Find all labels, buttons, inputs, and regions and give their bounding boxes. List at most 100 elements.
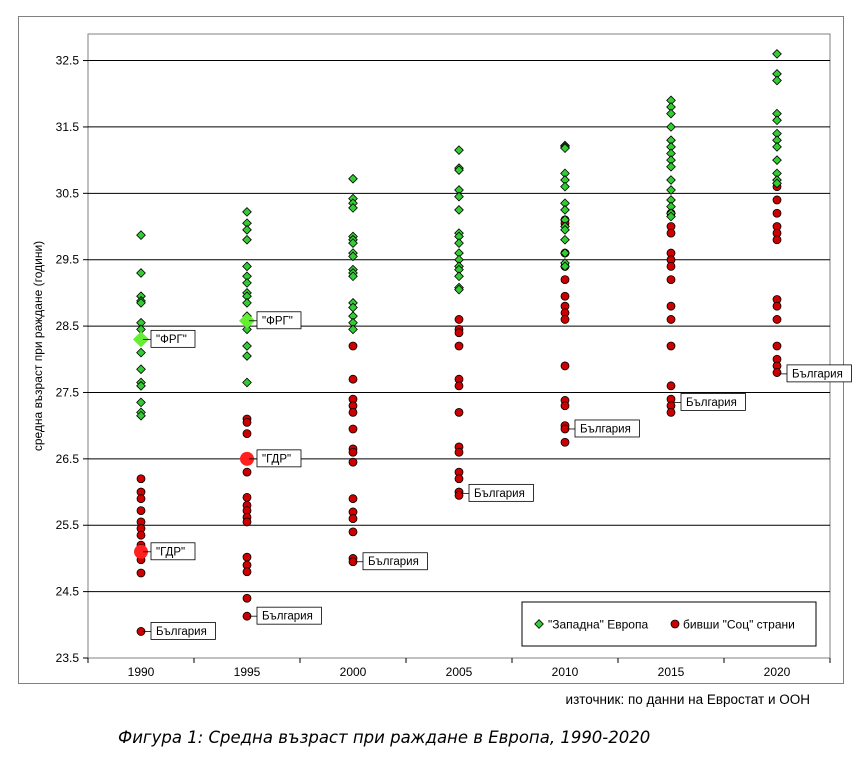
callout-bulgaria-label: България bbox=[368, 556, 419, 568]
data-point-west bbox=[772, 141, 782, 152]
data-point-west bbox=[136, 410, 146, 421]
scatter-chart: 23.5 24.5 25.5 26.5 27.5 28.5 29.5 30.5 31.5 32.5… bbox=[31, 33, 852, 679]
data-point-soc bbox=[772, 195, 782, 205]
data-point-soc bbox=[348, 374, 358, 384]
data-point-soc bbox=[454, 490, 464, 500]
data-point-west bbox=[136, 397, 146, 408]
data-point-soc bbox=[136, 506, 146, 516]
callout-bulgaria-label: България bbox=[156, 626, 207, 638]
data-point-soc bbox=[560, 437, 570, 447]
data-point-soc bbox=[772, 341, 782, 351]
data-point-soc bbox=[348, 447, 358, 457]
y-tick-label: 23.5 bbox=[56, 651, 80, 665]
data-point-west bbox=[242, 324, 252, 335]
y-tick-label: 32.5 bbox=[56, 54, 80, 68]
callout-highlight-box bbox=[256, 449, 302, 468]
legend-label-west: "Западна" Европа bbox=[548, 618, 648, 632]
data-point-soc bbox=[454, 341, 464, 351]
data-point-soc bbox=[454, 407, 464, 417]
data-point-soc bbox=[772, 301, 782, 311]
data-point-soc bbox=[666, 341, 676, 351]
highlight-point-gdr bbox=[134, 544, 148, 559]
data-point-west bbox=[454, 165, 464, 175]
y-tick-label: 25.5 bbox=[56, 518, 80, 532]
data-point-soc bbox=[348, 514, 358, 523]
data-point-soc bbox=[666, 381, 676, 391]
x-tick-label: 2000 bbox=[340, 665, 367, 679]
y-axis-label: средна възраст при раждане (години) bbox=[31, 241, 45, 451]
data-point-soc bbox=[348, 424, 358, 434]
data-point-soc bbox=[560, 401, 570, 411]
data-point-west bbox=[242, 297, 252, 308]
x-tick-label: 2005 bbox=[446, 665, 473, 679]
data-point-west bbox=[348, 324, 358, 335]
data-point-west bbox=[772, 115, 782, 126]
data-point-west bbox=[136, 297, 146, 308]
data-point-soc bbox=[348, 457, 358, 467]
data-point-west bbox=[348, 251, 358, 262]
callout-bulgaria-box bbox=[574, 419, 640, 438]
plot-area bbox=[87, 33, 831, 659]
figure-caption: Фигура 1: Средна възраст при раждане в Е… bbox=[118, 728, 651, 747]
data-point-soc bbox=[348, 407, 358, 417]
callout-bulgaria-box bbox=[680, 393, 746, 411]
data-point-soc bbox=[136, 530, 146, 540]
x-tick-label: 2015 bbox=[658, 665, 685, 679]
y-tick-label: 30.5 bbox=[56, 186, 80, 200]
callout-highlight-box bbox=[150, 329, 196, 348]
data-point-soc bbox=[348, 341, 358, 351]
y-tick-label: 27.5 bbox=[56, 385, 80, 399]
data-point-west bbox=[454, 271, 464, 282]
data-point-west bbox=[348, 271, 358, 282]
callout-bulgaria-box bbox=[468, 483, 534, 502]
callout-bulgaria-label: България bbox=[262, 611, 313, 623]
data-point-soc bbox=[772, 315, 782, 324]
x-tick-label: 1990 bbox=[128, 665, 155, 679]
data-point-soc bbox=[772, 208, 782, 218]
data-point-soc bbox=[666, 275, 676, 285]
x-tick-label: 2020 bbox=[764, 665, 791, 679]
highlight-point-frg bbox=[239, 312, 255, 329]
data-point-soc bbox=[772, 235, 782, 245]
data-point-west bbox=[560, 143, 570, 154]
data-point-west bbox=[772, 49, 782, 59]
data-point-west bbox=[560, 248, 570, 258]
data-point-west bbox=[772, 155, 782, 165]
data-point-west bbox=[666, 161, 676, 172]
data-point-west bbox=[666, 185, 676, 195]
data-point-west bbox=[348, 203, 358, 213]
data-point-west bbox=[348, 238, 358, 248]
data-point-west bbox=[136, 268, 146, 278]
data-point-soc bbox=[666, 301, 676, 311]
data-point-west bbox=[454, 205, 464, 215]
data-point-west bbox=[242, 207, 252, 217]
legend-marker-west bbox=[534, 619, 544, 629]
legend-marker-soc bbox=[670, 619, 680, 629]
data-point-soc bbox=[454, 328, 464, 338]
callout-highlight-label: "ГДР" bbox=[156, 546, 185, 558]
callout-bulgaria-box bbox=[150, 622, 216, 640]
data-point-west bbox=[242, 341, 252, 351]
data-point-soc bbox=[666, 407, 676, 417]
callout-bulgaria-label: България bbox=[686, 397, 737, 409]
data-point-soc bbox=[242, 417, 252, 427]
data-point-west bbox=[772, 178, 782, 189]
callout-bulgaria-label: България bbox=[580, 423, 631, 435]
y-tick-label: 31.5 bbox=[56, 120, 80, 134]
chart-frame bbox=[18, 16, 844, 684]
data-point-west bbox=[136, 347, 146, 358]
data-point-west bbox=[136, 380, 146, 391]
data-point-soc bbox=[242, 467, 252, 477]
callout-highlight-label: "ГДР" bbox=[262, 453, 291, 465]
callout-highlight-box bbox=[256, 311, 302, 330]
legend-label-soc: бивши "Соц" страни bbox=[683, 618, 795, 632]
data-point-soc bbox=[454, 381, 464, 391]
data-point-soc bbox=[242, 492, 252, 502]
y-tick-label: 26.5 bbox=[56, 452, 80, 466]
data-point-west bbox=[560, 205, 570, 215]
data-point-soc bbox=[454, 315, 464, 324]
data-point-west bbox=[242, 351, 252, 361]
highlight-point-frg bbox=[133, 331, 149, 348]
y-tick-label: 28.5 bbox=[56, 319, 80, 333]
data-point-soc bbox=[242, 517, 252, 527]
